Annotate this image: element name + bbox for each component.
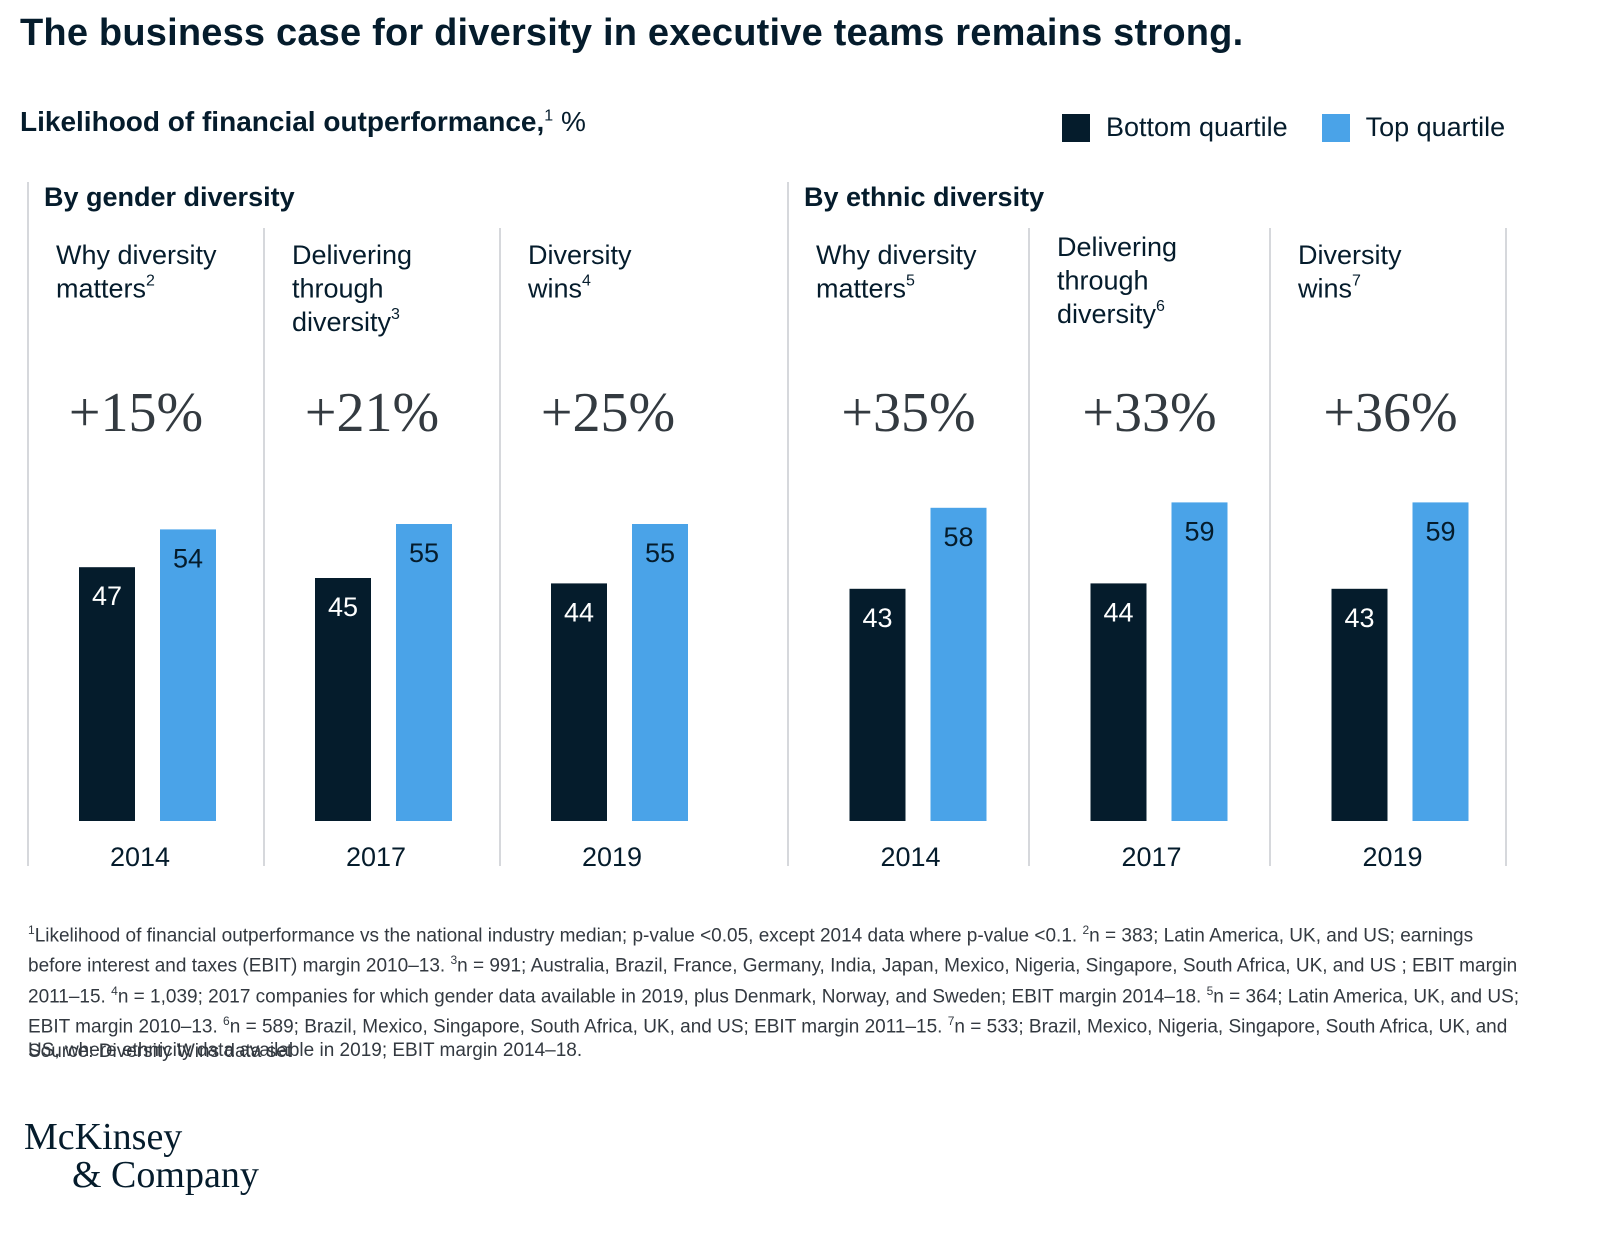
panel-title-line: matters bbox=[56, 274, 146, 304]
panel-title-footnote: 3 bbox=[391, 306, 400, 323]
bar-value-label: 45 bbox=[328, 592, 358, 622]
subtitle-footnote-marker: 1 bbox=[544, 107, 554, 125]
panel-title-line: Delivering bbox=[1057, 232, 1177, 262]
footnote-text-7: n = 533; Brazil, Mexico, Nigeria, Singap… bbox=[28, 1016, 1508, 1062]
chart-title: The business case for diversity in execu… bbox=[20, 12, 1244, 54]
footnote-marker-1: 1 bbox=[28, 923, 35, 937]
panel-title-footnote: 6 bbox=[1156, 298, 1165, 315]
year-label: 2019 bbox=[1362, 842, 1422, 872]
bar-top-quartile bbox=[632, 524, 688, 821]
mckinsey-logo: McKinsey & Company bbox=[24, 1118, 259, 1194]
bar-value-label: 58 bbox=[943, 522, 973, 552]
legend-swatch-top-quartile bbox=[1321, 113, 1350, 142]
panel-title-line: wins bbox=[527, 274, 582, 304]
footnotes: 1Likelihood of financial outperformance … bbox=[28, 918, 1528, 1063]
footnote-text-3: n = 991; Australia, Brazil, France, Germ… bbox=[28, 955, 1518, 1007]
panel-title: Delivering through diversity3 bbox=[292, 240, 412, 337]
bar-value-label: 54 bbox=[173, 543, 203, 573]
bar-top-quartile bbox=[396, 524, 452, 821]
footnote-marker-5: 5 bbox=[1206, 983, 1214, 998]
bar-bottom-quartile bbox=[551, 583, 607, 821]
year-label: 2019 bbox=[582, 842, 642, 872]
delta-value: +33% bbox=[1082, 382, 1216, 444]
bar-value-label: 43 bbox=[1344, 603, 1374, 633]
bar-bottom-quartile bbox=[79, 567, 135, 821]
bar-top-quartile bbox=[1412, 502, 1469, 821]
panel-title: Why diversity matters2 bbox=[56, 240, 217, 304]
footnote-text-1: Likelihood of financial outperformance v… bbox=[34, 925, 1083, 947]
panel-title-line: Diversity bbox=[1298, 240, 1402, 270]
panel-title-line: Why diversity bbox=[816, 240, 977, 270]
footnote-text-4: n = 1,039; 2017 companies for which gend… bbox=[117, 985, 1207, 1007]
delta-value: +25% bbox=[541, 382, 675, 444]
panel-title-footnote: 2 bbox=[146, 273, 155, 290]
panel-title-line: wins bbox=[1297, 274, 1352, 304]
footnote-marker-4: 4 bbox=[111, 983, 118, 998]
logo-line-1: McKinsey bbox=[24, 1116, 183, 1158]
panel-title-line: Why diversity bbox=[56, 240, 217, 270]
footnote-text-2: n = 383; Latin America, UK, and US; earn… bbox=[28, 925, 1474, 977]
footnote-marker-2: 2 bbox=[1082, 923, 1090, 937]
year-label: 2017 bbox=[346, 842, 406, 872]
year-label: 2014 bbox=[110, 842, 170, 872]
bar-value-label: 59 bbox=[1184, 516, 1214, 546]
bar-bottom-quartile bbox=[315, 578, 371, 821]
panel-title-line: Delivering bbox=[292, 240, 412, 270]
delta-value: +35% bbox=[841, 382, 975, 444]
panel-title: Why diversity matters5 bbox=[816, 240, 977, 304]
panel-title-footnote: 7 bbox=[1352, 273, 1361, 290]
panel-title: Delivering through diversity6 bbox=[1057, 232, 1177, 329]
delta-value: +36% bbox=[1323, 382, 1457, 444]
chart-subtitle: Likelihood of financial outperformance,1… bbox=[20, 106, 586, 138]
bar-value-label: 55 bbox=[645, 538, 675, 568]
group-label: By gender diversity bbox=[44, 182, 295, 212]
panel-title: Diversity wins4 bbox=[527, 240, 632, 304]
legend-label-top-quartile: Top quartile bbox=[1365, 112, 1506, 142]
delta-value: +15% bbox=[69, 382, 203, 444]
footnote-marker-7: 7 bbox=[947, 1013, 955, 1028]
group-label: By ethnic diversity bbox=[804, 182, 1044, 212]
bar-bottom-quartile bbox=[1331, 588, 1388, 821]
bar-value-label: 44 bbox=[564, 597, 594, 627]
bar-bottom-quartile bbox=[849, 588, 906, 821]
logo-line-2: & Company bbox=[72, 1154, 259, 1196]
year-label: 2014 bbox=[880, 842, 940, 872]
panel-title-footnote: 5 bbox=[906, 273, 915, 290]
bar-value-label: 44 bbox=[1103, 597, 1133, 627]
legend-item-top-quartile: Top quartile bbox=[1321, 112, 1506, 143]
legend-item-bottom-quartile: Bottom quartile bbox=[1062, 112, 1288, 143]
panel-title: Diversity wins7 bbox=[1297, 240, 1402, 304]
delta-value: +21% bbox=[305, 382, 439, 444]
legend-label-bottom-quartile: Bottom quartile bbox=[1106, 112, 1288, 142]
bar-value-label: 55 bbox=[409, 538, 439, 568]
panel-title-line: Diversity bbox=[528, 240, 632, 270]
legend: Bottom quartile Top quartile bbox=[1062, 112, 1539, 143]
bar-top-quartile bbox=[930, 507, 987, 821]
footnote-text-5: n = 364; Latin America, UK, and US; EBIT… bbox=[28, 985, 1520, 1038]
bar-value-label: 43 bbox=[862, 603, 892, 633]
panel-title-footnote: 4 bbox=[582, 273, 591, 290]
legend-swatch-bottom-quartile bbox=[1062, 113, 1090, 142]
panel-title-line: matters bbox=[816, 274, 906, 304]
bar-value-label: 59 bbox=[1425, 516, 1455, 546]
bar-value-label: 47 bbox=[92, 581, 122, 611]
panel-title-line: through bbox=[292, 274, 384, 304]
panel-title-line: diversity bbox=[292, 307, 392, 337]
bar-top-quartile bbox=[160, 529, 216, 821]
subtitle-unit: % bbox=[560, 106, 586, 137]
panel-title-line: diversity bbox=[1057, 299, 1157, 329]
footnote-marker-3: 3 bbox=[450, 953, 458, 968]
panel-title-line: through bbox=[1057, 266, 1149, 296]
source-note: Source: Diversity Wins data set bbox=[28, 1041, 292, 1062]
bar-top-quartile bbox=[1171, 502, 1228, 821]
footnote-text-6: n = 589; Brazil, Mexico, Singapore, Sout… bbox=[229, 1016, 948, 1038]
subtitle-text: Likelihood of financial outperformance, bbox=[20, 106, 545, 137]
year-label: 2017 bbox=[1121, 842, 1181, 872]
bar-bottom-quartile bbox=[1090, 583, 1147, 821]
footnote-marker-6: 6 bbox=[223, 1013, 230, 1028]
